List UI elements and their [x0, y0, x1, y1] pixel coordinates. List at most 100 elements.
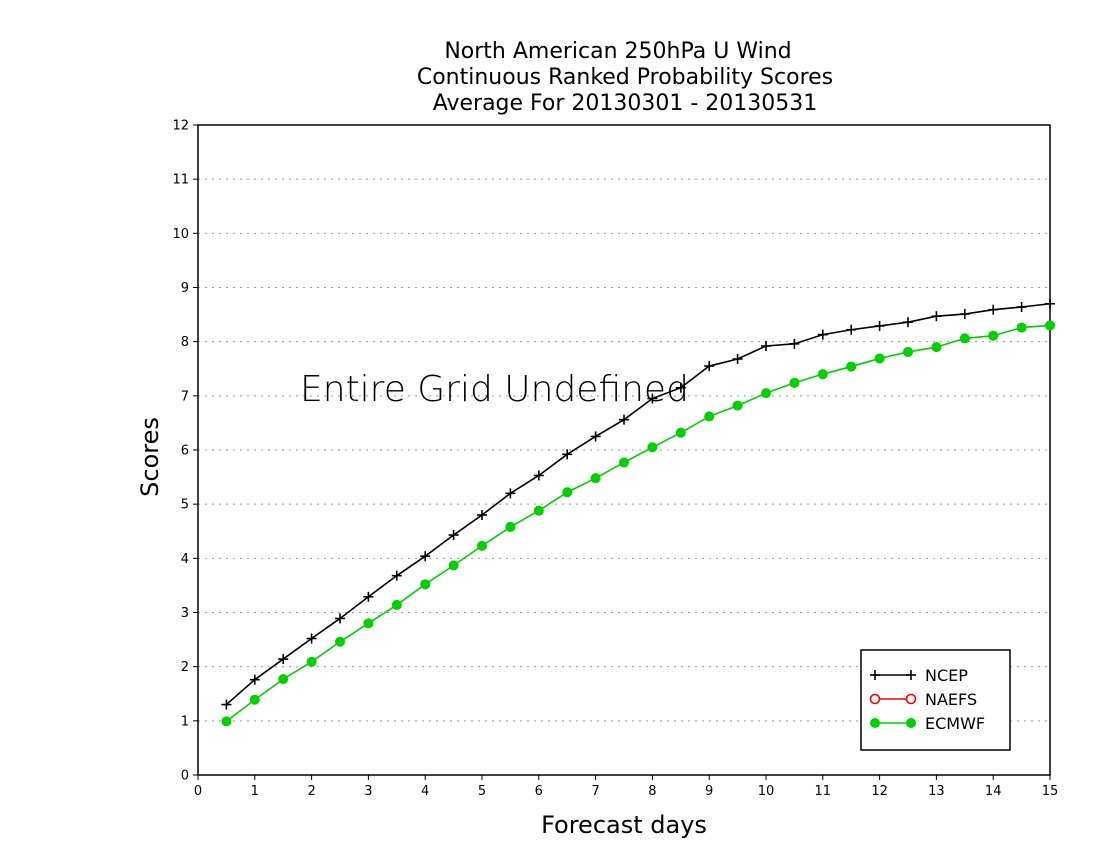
data-point-ecmwf: [477, 540, 487, 551]
gridlines: [198, 178, 1050, 722]
y-tick-label: 9: [181, 281, 189, 296]
data-point-ecmwf: [505, 521, 516, 532]
data-point-ncep: [789, 338, 800, 349]
legend-item-naefs: NAEFS: [869, 690, 977, 709]
x-tick-label: 6: [535, 784, 543, 799]
y-tick-label: 3: [181, 606, 189, 621]
legend-marker-ecmwf: [870, 718, 880, 728]
data-point-ncep: [988, 304, 999, 315]
x-tick-label: 2: [307, 784, 315, 799]
data-point-ncep: [675, 382, 686, 393]
legend: NCEP NAEFS ECMWF: [860, 649, 1011, 751]
data-point-ncep: [477, 510, 487, 520]
data-point-ncep: [533, 470, 544, 481]
data-point-ncep: [335, 613, 345, 624]
legend-marker-ncep: [870, 670, 880, 680]
data-point-ecmwf: [420, 579, 431, 590]
data-point-ncep: [761, 341, 771, 351]
data-point-ecmwf: [1045, 320, 1055, 331]
legend-label-naefs: NAEFS: [925, 690, 977, 709]
series-ecmwf: [221, 320, 1055, 727]
data-point-ncep: [249, 674, 260, 685]
data-point-ecmwf: [931, 342, 942, 353]
x-tick-label: 1: [251, 784, 259, 799]
data-point-ncep: [846, 324, 857, 335]
y-tick-label: 2: [181, 660, 189, 675]
legend-marker-ncep: [906, 670, 916, 680]
data-point-ecmwf: [448, 560, 459, 571]
title-line-3: Average For 20130301 - 20130531: [433, 91, 818, 116]
data-point-ncep: [306, 633, 317, 644]
data-point-ncep: [505, 488, 516, 499]
x-tick-label: 15: [1042, 784, 1059, 799]
data-point-ncep: [874, 320, 885, 331]
x-tick-label: 4: [421, 784, 429, 799]
data-point-ncep: [817, 329, 828, 340]
x-tick-label: 12: [871, 784, 888, 799]
data-point-ecmwf: [761, 388, 771, 399]
data-point-ecmwf: [732, 400, 743, 411]
data-point-ecmwf: [562, 487, 573, 498]
data-point-ncep: [278, 654, 289, 665]
legend-item-ecmwf: ECMWF: [870, 714, 985, 733]
data-point-ecmwf: [874, 353, 885, 364]
legend-item-ncep: NCEP: [870, 666, 968, 685]
undefined-grid-annotation: Entire Grid Undefined: [300, 369, 689, 410]
data-point-ncep: [420, 551, 431, 562]
data-point-ecmwf: [959, 333, 970, 344]
y-tick-label: 1: [181, 714, 189, 729]
legend-marker-naefs: [905, 693, 917, 705]
data-point-ecmwf: [704, 411, 715, 422]
x-tick-label: 10: [758, 784, 775, 799]
data-point-ncep: [732, 354, 743, 364]
y-tick-label: 7: [181, 389, 189, 404]
data-point-ncep: [704, 361, 715, 372]
legend-label-ncep: NCEP: [925, 666, 968, 685]
title-line-2: Continuous Ranked Probability Scores: [417, 65, 833, 90]
data-point-ncep: [903, 317, 913, 328]
data-point-ecmwf: [221, 716, 232, 727]
data-point-ncep: [448, 530, 459, 541]
data-point-ncep: [562, 449, 573, 460]
data-point-ecmwf: [675, 427, 686, 438]
data-point-ecmwf: [903, 346, 913, 357]
data-point-ncep: [363, 591, 374, 602]
data-point-ecmwf: [846, 361, 857, 372]
x-axis-label: Forecast days: [541, 811, 707, 839]
data-point-ncep: [647, 393, 658, 404]
x-axis: 0 1 2 3 4 5 6 7 8 9 10 11 12 13 14 15: [194, 775, 1058, 799]
y-axis-label: Scores: [136, 417, 164, 497]
data-point-ecmwf: [249, 694, 260, 705]
data-point-ecmwf: [278, 674, 289, 685]
data-point-ecmwf: [647, 442, 658, 453]
y-tick-label: 5: [181, 498, 189, 513]
x-tick-label: 8: [648, 784, 656, 799]
legend-box: [860, 649, 1011, 751]
series-line-ncep: [225, 302, 1051, 706]
data-point-ncep: [959, 309, 970, 320]
x-tick-label: 3: [364, 784, 372, 799]
series-layer: [221, 298, 1055, 727]
legend-label-ecmwf: ECMWF: [925, 714, 985, 733]
data-point-ncep: [221, 699, 232, 710]
title-line-1: North American 250hPa U Wind: [444, 39, 791, 64]
x-tick-label: 13: [928, 784, 945, 799]
y-tick-label: 8: [181, 335, 189, 350]
series-ncep: [221, 298, 1055, 710]
data-point-ecmwf: [817, 369, 828, 380]
x-tick-label: 14: [985, 784, 1002, 799]
data-point-ecmwf: [363, 618, 374, 629]
legend-marker-naefs: [869, 693, 881, 705]
data-point-ncep: [590, 431, 601, 442]
y-tick-label: 4: [181, 552, 189, 567]
data-point-ecmwf: [789, 377, 800, 388]
data-point-ecmwf: [306, 656, 317, 667]
legend-marker-ecmwf: [906, 718, 916, 728]
x-tick-label: 0: [194, 784, 202, 799]
data-point-ecmwf: [533, 505, 544, 516]
data-point-ncep: [619, 414, 629, 425]
data-point-ncep: [391, 570, 402, 581]
data-point-ncep: [931, 311, 942, 322]
x-tick-label: 7: [591, 784, 599, 799]
